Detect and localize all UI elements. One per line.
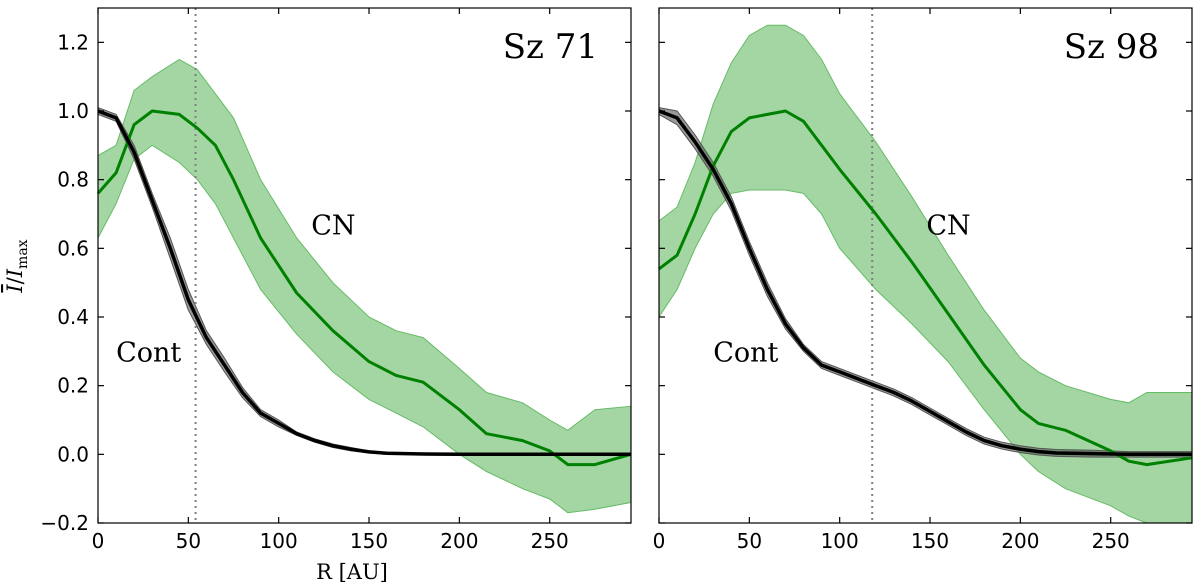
series-line-cont xyxy=(658,109,1192,457)
x-tick-label: 100 xyxy=(260,529,298,553)
axes-frame xyxy=(658,7,1193,524)
y-tick-label: 0.4 xyxy=(57,305,89,329)
uncertainty-band-cn xyxy=(658,24,1193,524)
axes-frame xyxy=(97,7,632,524)
x-tick-label: 250 xyxy=(531,529,569,553)
series-line-cont xyxy=(97,109,631,457)
series-line-cn xyxy=(96,109,632,467)
x-tick-label: 50 xyxy=(176,529,201,553)
y-tick-label: 1.2 xyxy=(57,30,89,54)
uncertainty-band-cn xyxy=(97,58,632,514)
annotation-cont: Cont xyxy=(713,338,778,369)
x-axis-title: R [AU] xyxy=(316,560,388,584)
y-axis-title: I/Imax xyxy=(3,239,31,293)
x-tick-label: 0 xyxy=(92,529,105,553)
x-tick-label: 250 xyxy=(1092,529,1130,553)
panel-title-sz98: Sz 98 xyxy=(1064,27,1159,67)
y-tick-label: 1.0 xyxy=(57,99,89,123)
y-tick-label: 0.2 xyxy=(57,374,89,398)
panel-title-sz71: Sz 71 xyxy=(503,27,598,67)
plot-area xyxy=(96,8,632,523)
y-tick-label: 0.0 xyxy=(57,442,89,466)
panel-sz71: Sz 71 0 50 100 150 200 250 −0.2 0.0 0.2 0.4 0.6 0.8… xyxy=(40,7,632,553)
series-line-cn xyxy=(658,109,1193,467)
y-tick-label: 0.8 xyxy=(57,168,89,192)
plot-area xyxy=(658,8,1193,524)
panel-sz98: Sz 98 0 50 100 150 200 250 CN Cont xyxy=(653,7,1193,553)
y-tick-label: −0.2 xyxy=(40,511,89,535)
annotation-cn: CN xyxy=(311,211,355,242)
x-tick-label: 200 xyxy=(1001,529,1039,553)
y-tick-label: 0.6 xyxy=(57,236,89,260)
annotation-cont: Cont xyxy=(116,338,181,369)
x-tick-label: 50 xyxy=(737,529,762,553)
x-tick-label: 200 xyxy=(440,529,478,553)
x-tick-label: 150 xyxy=(350,529,388,553)
x-tick-label: 150 xyxy=(911,529,949,553)
x-tick-label: 0 xyxy=(653,529,666,553)
x-tick-label: 100 xyxy=(821,529,859,553)
annotation-cn: CN xyxy=(926,211,970,242)
